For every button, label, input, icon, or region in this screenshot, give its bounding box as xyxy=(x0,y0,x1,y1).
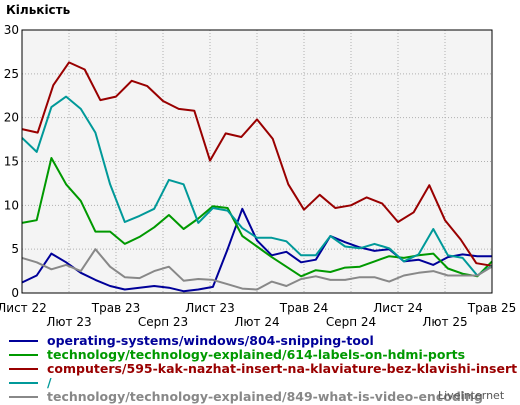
x-tick-label: Трав 25 xyxy=(467,301,516,315)
y-tick-label: 10 xyxy=(4,198,19,212)
grid-lines xyxy=(22,30,492,293)
series-line-4 xyxy=(21,95,493,277)
series-lines xyxy=(21,61,493,293)
legend-label: computers/595-kak-nazhat-insert-na-klavi… xyxy=(47,361,517,376)
x-tick-label: Лист 23 xyxy=(185,301,235,315)
y-tick-label: 25 xyxy=(4,67,19,81)
series-line-1 xyxy=(21,207,492,293)
y-tick-labels: 0 5 10 15 20 25 30 xyxy=(4,23,19,300)
y-tick-label: 20 xyxy=(4,111,19,125)
y-tick-label: 30 xyxy=(4,23,19,37)
x-tick-label: Лист 22 xyxy=(0,301,47,315)
legend-label: technology/technology-explained/849-what… xyxy=(47,389,483,404)
legend-label: / xyxy=(47,375,52,390)
watermark-text: LiveInternet xyxy=(438,389,505,402)
x-tick-label: Серп 24 xyxy=(326,315,376,329)
y-axis-title: Кількість xyxy=(6,3,71,17)
x-tick-label: Лют 25 xyxy=(422,315,467,329)
plot-frame xyxy=(21,29,493,294)
legend-label: operating-systems/windows/804-snipping-t… xyxy=(47,333,374,348)
y-tick-label: 5 xyxy=(11,242,19,256)
y-tick-label: 15 xyxy=(4,155,19,169)
x-tick-label: Лют 23 xyxy=(46,315,91,329)
legend-label: technology/technology-explained/614-labe… xyxy=(47,347,465,362)
y-tick-label: 0 xyxy=(11,286,19,300)
series-line-5 xyxy=(21,248,493,291)
x-tick-label: Трав 24 xyxy=(279,301,328,315)
x-tick-label: Лист 24 xyxy=(373,301,423,315)
x-tick-label: Трав 23 xyxy=(91,301,140,315)
legend: operating-systems/windows/804-snipping-t… xyxy=(9,333,517,404)
x-tick-label: Лют 24 xyxy=(234,315,279,329)
x-tick-label: Серп 23 xyxy=(138,315,188,329)
series-line-3 xyxy=(21,61,493,267)
